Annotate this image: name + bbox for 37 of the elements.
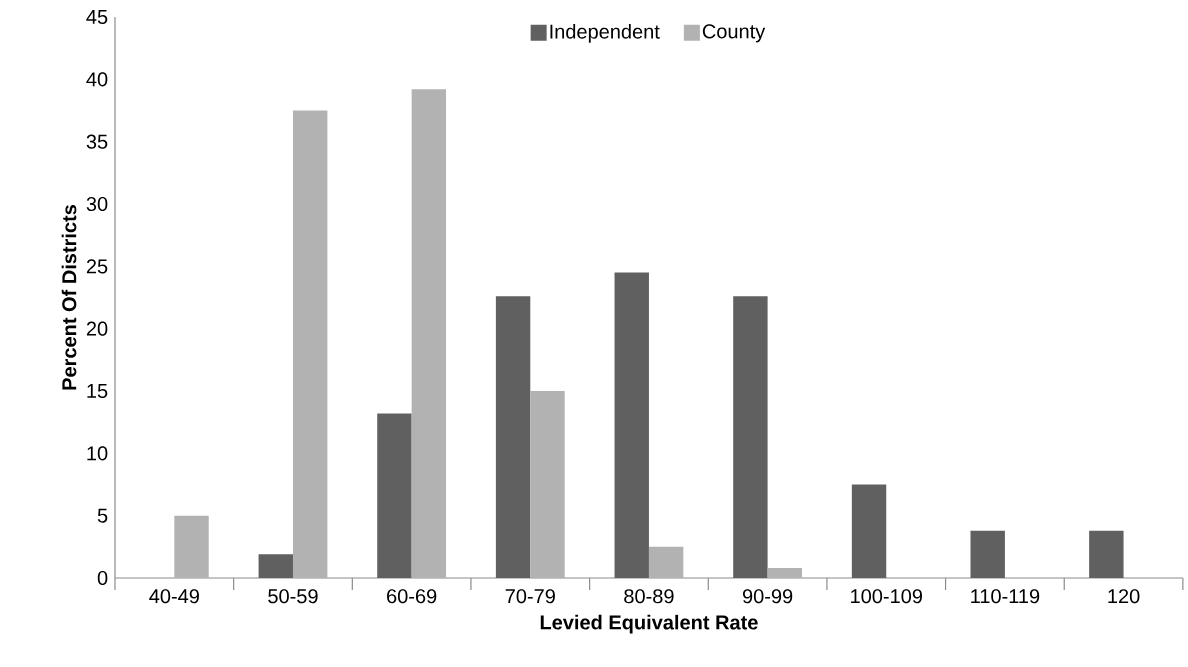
bar: [1089, 530, 1124, 578]
x-tick-label: 80-89: [624, 589, 674, 604]
bar: [767, 568, 803, 578]
y-tick-label: 15: [87, 384, 108, 398]
bar: [970, 530, 1005, 578]
bar: [851, 484, 887, 578]
bar: [648, 546, 684, 578]
x-tick-label: 70-79: [505, 589, 555, 604]
y-tick-label: 0: [97, 570, 108, 586]
y-tick-label: 40: [86, 72, 108, 87]
x-tick-label: 50-59: [268, 589, 318, 604]
bar: [292, 110, 328, 578]
bar: [614, 272, 649, 578]
x-tick-label: 120: [1108, 589, 1140, 604]
bar: [495, 296, 531, 578]
x-tick-label: 40-49: [149, 589, 199, 604]
y-tick-label: 20: [86, 321, 108, 336]
y-tick-label: 45: [86, 10, 108, 24]
y-tick-label: 30: [86, 196, 108, 212]
bar: [530, 391, 565, 578]
x-tick-label: 90-99: [742, 589, 793, 604]
bar: [411, 89, 447, 578]
bar: [174, 515, 209, 578]
bar: [733, 296, 768, 578]
y-tick-label: 35: [86, 134, 108, 149]
x-tick-label: 100-109: [851, 589, 922, 604]
x-tick-label: 60-69: [387, 589, 437, 604]
bar: [377, 413, 412, 578]
y-tick-label: 5: [97, 508, 108, 523]
x-axis-title: Levied Equivalent Rate: [540, 614, 758, 634]
x-tick-label: 110-119: [971, 589, 1040, 604]
legend-label: Independent: [550, 24, 660, 43]
y-axis-title: Percent Of Districts: [61, 204, 77, 390]
bar: [258, 554, 293, 578]
legend-label: County: [702, 24, 766, 43]
y-tick-label: 10: [87, 446, 108, 461]
y-tick-label: 25: [86, 259, 108, 274]
